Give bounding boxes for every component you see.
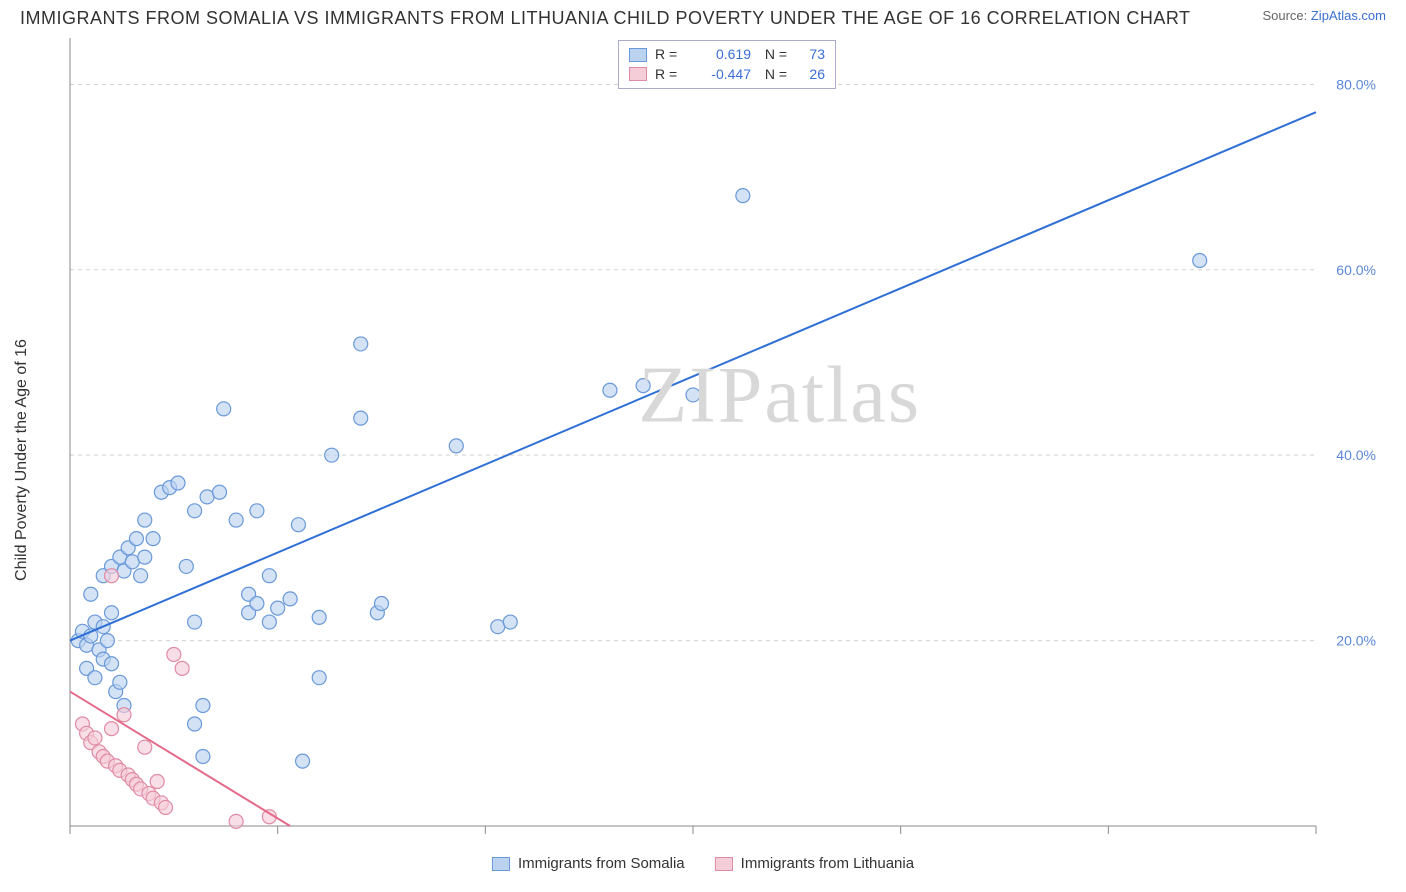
n-label: N = xyxy=(759,45,787,65)
data-point xyxy=(150,775,164,789)
data-point xyxy=(686,388,700,402)
data-point xyxy=(138,513,152,527)
data-point xyxy=(171,476,185,490)
data-point xyxy=(84,587,98,601)
data-point xyxy=(250,504,264,518)
y-tick-label: 60.0% xyxy=(1336,262,1376,278)
legend-swatch xyxy=(629,48,647,62)
data-point xyxy=(736,189,750,203)
data-point xyxy=(354,411,368,425)
data-point xyxy=(159,800,173,814)
legend-item: Immigrants from Somalia xyxy=(492,855,685,872)
data-point xyxy=(375,597,389,611)
data-point xyxy=(354,337,368,351)
source-link[interactable]: ZipAtlas.com xyxy=(1311,8,1386,23)
y-axis-label: Child Poverty Under the Age of 16 xyxy=(13,339,31,581)
scatter-plot: ZIPatlas 20.0%40.0%60.0%80.0%0.0%30.0% R… xyxy=(68,36,1386,836)
data-point xyxy=(196,749,210,763)
chart-svg: 20.0%40.0%60.0%80.0%0.0%30.0% xyxy=(68,36,1386,836)
data-point xyxy=(262,569,276,583)
n-value: 73 xyxy=(795,45,825,65)
data-point xyxy=(105,657,119,671)
chart-title: IMMIGRANTS FROM SOMALIA VS IMMIGRANTS FR… xyxy=(20,8,1191,29)
data-point xyxy=(146,532,160,546)
data-point xyxy=(503,615,517,629)
data-point xyxy=(271,601,285,615)
correlation-row: R = 0.619 N = 73 xyxy=(629,45,825,65)
data-point xyxy=(283,592,297,606)
data-point xyxy=(229,513,243,527)
data-point xyxy=(636,379,650,393)
y-tick-label: 20.0% xyxy=(1336,633,1376,649)
source-prefix: Source: xyxy=(1262,8,1310,23)
data-point xyxy=(167,647,181,661)
r-label: R = xyxy=(655,45,683,65)
data-point xyxy=(291,518,305,532)
r-value: -0.447 xyxy=(691,65,751,85)
data-point xyxy=(262,615,276,629)
r-label: R = xyxy=(655,65,683,85)
data-point xyxy=(105,722,119,736)
data-point xyxy=(250,597,264,611)
data-point xyxy=(188,615,202,629)
data-point xyxy=(134,569,148,583)
data-point xyxy=(296,754,310,768)
legend-item: Immigrants from Lithuania xyxy=(715,855,914,872)
data-point xyxy=(175,661,189,675)
data-point xyxy=(188,504,202,518)
y-tick-label: 80.0% xyxy=(1336,76,1376,92)
data-point xyxy=(1193,253,1207,267)
data-point xyxy=(88,731,102,745)
data-point xyxy=(196,698,210,712)
data-point xyxy=(213,485,227,499)
legend-label: Immigrants from Lithuania xyxy=(741,855,914,872)
source-label: Source: ZipAtlas.com xyxy=(1262,8,1386,23)
data-point xyxy=(312,610,326,624)
series-legend: Immigrants from Somalia Immigrants from … xyxy=(492,855,914,872)
data-point xyxy=(217,402,231,416)
data-point xyxy=(88,671,102,685)
data-point xyxy=(138,550,152,564)
legend-swatch xyxy=(715,857,733,871)
data-point xyxy=(105,606,119,620)
n-value: 26 xyxy=(795,65,825,85)
data-point xyxy=(129,532,143,546)
r-value: 0.619 xyxy=(691,45,751,65)
data-point xyxy=(603,383,617,397)
data-point xyxy=(138,740,152,754)
data-point xyxy=(117,708,131,722)
legend-label: Immigrants from Somalia xyxy=(518,855,685,872)
data-point xyxy=(105,569,119,583)
data-point xyxy=(179,559,193,573)
n-label: N = xyxy=(759,65,787,85)
y-tick-label: 40.0% xyxy=(1336,447,1376,463)
trend-line xyxy=(70,112,1316,640)
data-point xyxy=(188,717,202,731)
data-point xyxy=(100,634,114,648)
data-point xyxy=(325,448,339,462)
legend-swatch xyxy=(492,857,510,871)
legend-swatch xyxy=(629,67,647,81)
data-point xyxy=(229,814,243,828)
data-point xyxy=(113,675,127,689)
data-point xyxy=(312,671,326,685)
correlation-row: R = -0.447 N = 26 xyxy=(629,65,825,85)
correlation-legend: R = 0.619 N = 73 R = -0.447 N = 26 xyxy=(618,40,836,89)
data-point xyxy=(449,439,463,453)
